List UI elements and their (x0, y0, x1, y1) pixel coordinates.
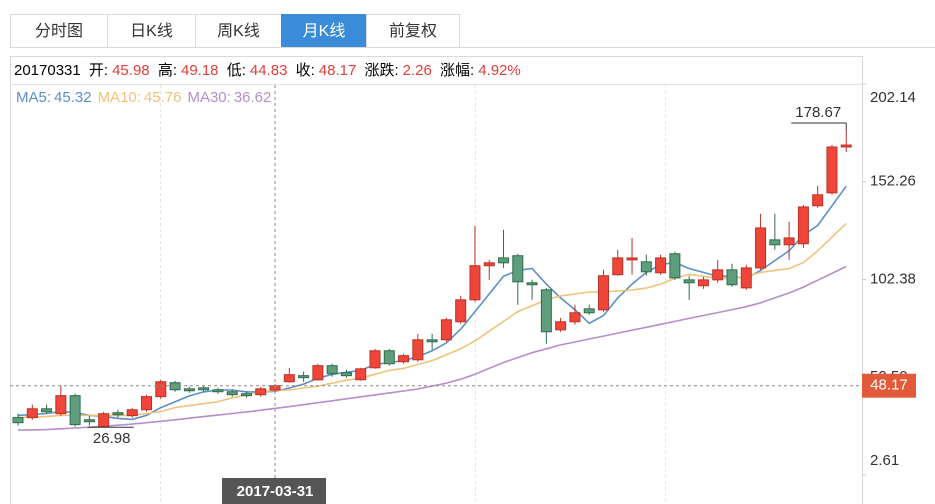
candle-body (826, 146, 838, 194)
candle-body (69, 395, 81, 426)
min-label: 26.98 (93, 430, 131, 447)
date: 20170331 (14, 62, 81, 79)
candle-body (597, 275, 609, 311)
candle-body (483, 262, 495, 267)
candle-body (569, 312, 581, 323)
candle-body (41, 408, 53, 413)
tab-divider (10, 47, 935, 48)
candle-body (440, 319, 452, 341)
candle-body (126, 409, 138, 417)
candle-body (55, 395, 67, 415)
candle-body (640, 261, 652, 273)
candle-body (469, 265, 481, 301)
label: 低: (226, 62, 246, 79)
candle-body (340, 372, 352, 377)
candle-body (512, 255, 524, 283)
y-tick-label: 202.14 (870, 89, 916, 106)
candle-body (840, 144, 852, 148)
candle-body (240, 393, 252, 397)
candle-body (312, 365, 324, 381)
candle-body (683, 279, 695, 284)
candle-body (283, 374, 295, 383)
candle-body (112, 412, 124, 416)
candle-body (83, 419, 95, 423)
candle-body (797, 206, 809, 245)
candle-body (812, 194, 824, 207)
candle-body (740, 267, 752, 289)
candle-body (412, 339, 424, 361)
candle-body (669, 253, 681, 279)
max-label: 178.67 (795, 104, 841, 121)
ma-legend: MA5: 45.32 MA10: 45.76 MA30: 36.62 (16, 89, 277, 106)
legend-value: 45.76 (143, 89, 182, 106)
legend-value: 45.32 (54, 89, 92, 106)
candle-body (526, 282, 538, 286)
candle-body (755, 227, 767, 269)
candle-body (540, 289, 552, 333)
label: 涨跌: (364, 62, 399, 79)
open-value: 45.98 (112, 62, 150, 79)
crosshair-value: 48.17 (870, 377, 908, 394)
label: 开: (88, 62, 109, 79)
close-value: 48.17 (318, 62, 357, 79)
candle-body (255, 388, 267, 396)
panel-frame (10, 56, 863, 504)
candle-body (141, 396, 153, 411)
legend-name: MA10: (97, 89, 141, 106)
candle-body (426, 339, 438, 343)
candle-body (369, 350, 381, 369)
crosshair-value-box (862, 373, 916, 398)
candle-body (98, 413, 110, 428)
candle-body (26, 408, 38, 419)
candle-body (697, 279, 709, 287)
candle-body (783, 237, 795, 246)
low-value: 44.83 (249, 62, 288, 79)
legend-value: 36.62 (233, 89, 272, 106)
candle-body (726, 269, 738, 286)
change-value: 2.26 (402, 62, 432, 79)
candle-body (712, 269, 724, 281)
tab[interactable]: 月K线 (281, 14, 366, 48)
candle-body (655, 257, 667, 274)
candle-body (355, 368, 367, 381)
candle-body (626, 257, 638, 261)
candle-body (612, 257, 624, 276)
candle-body (198, 387, 210, 391)
legend-name: MA30: (187, 89, 231, 106)
candle-body (383, 350, 395, 365)
candle-body (12, 417, 24, 424)
label: 高: (157, 62, 177, 79)
label: 涨幅: (440, 62, 475, 79)
tab-bar: 分时图 日K线 周K线 月K线 前复权 (10, 14, 460, 48)
pct-value: 4.92% (478, 62, 521, 79)
y-tick-label: 102.38 (870, 270, 916, 287)
candle-body (169, 382, 181, 391)
high-value: 49.18 (180, 62, 219, 79)
legend-name: MA5: (16, 89, 52, 106)
candle-body (183, 388, 195, 392)
candle-body (398, 355, 410, 363)
y-tick-label: 2.61 (870, 452, 899, 469)
label: 收: (295, 62, 315, 79)
candle-body (769, 239, 781, 246)
candle-body (583, 308, 595, 314)
candle-body (212, 389, 224, 393)
ma-line (17, 185, 847, 421)
candle-body (555, 321, 567, 331)
candle-body (226, 391, 238, 396)
info-bar: 20170331 开: 45.98 高: 49.18 低: 44.83 收: 48.17… (14, 59, 525, 80)
candle-body (298, 375, 310, 379)
ma-line (18, 222, 847, 419)
candle-body (155, 381, 167, 398)
candle-body (326, 365, 338, 375)
y-tick-label: 152.26 (870, 173, 916, 190)
candle-body (455, 299, 467, 323)
crosshair-date: 2017-03-31 (237, 483, 314, 500)
crosshair-date-box (222, 478, 327, 504)
candle-body (498, 257, 510, 264)
